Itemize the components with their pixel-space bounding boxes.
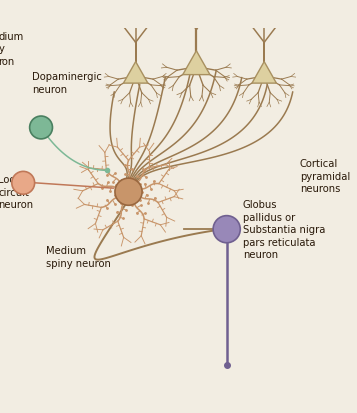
Text: Dopaminergic
neuron: Dopaminergic neuron [32, 72, 102, 94]
Polygon shape [124, 62, 148, 84]
Circle shape [115, 179, 142, 206]
Circle shape [30, 117, 52, 140]
Polygon shape [183, 52, 210, 76]
Text: Cortical
pyramidal
neurons: Cortical pyramidal neurons [300, 159, 350, 194]
Circle shape [12, 172, 35, 195]
Polygon shape [252, 62, 276, 84]
Text: Medium
spiny neuron: Medium spiny neuron [46, 246, 111, 268]
Circle shape [213, 216, 240, 243]
Text: dium
y
ron: dium y ron [0, 32, 24, 67]
Text: Local
circuit
neuron: Local circuit neuron [0, 175, 33, 210]
Text: Globus
pallidus or
Substantia nigra
pars reticulata
neuron: Globus pallidus or Substantia nigra pars… [243, 200, 325, 259]
